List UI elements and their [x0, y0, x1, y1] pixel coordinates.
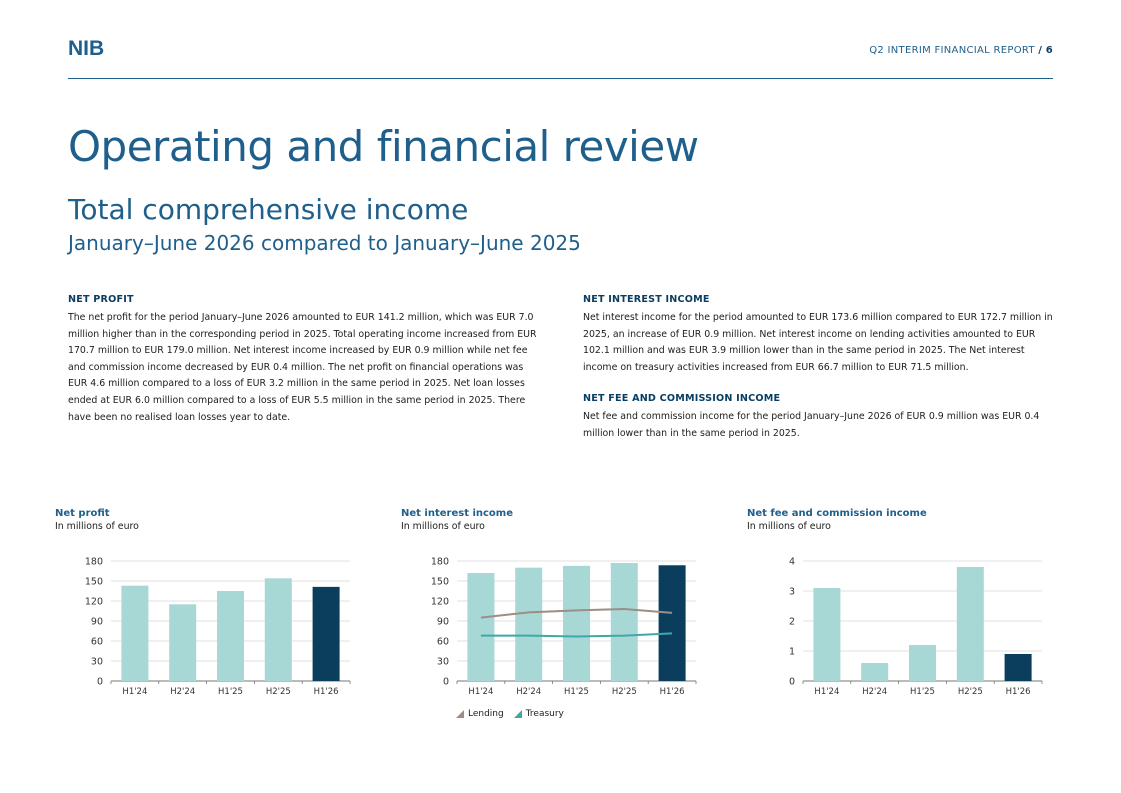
bar-H1'24	[813, 588, 841, 681]
y-tick-label: 120	[85, 597, 103, 608]
net-fee-commission-chart-svg: 0 1 2 3 4 H1'24 H2'24 H1'25 H2'25 H1'26	[789, 557, 1043, 697]
bar-H1'26	[1004, 654, 1032, 681]
x-tick-label: H1'25	[564, 687, 589, 697]
y-tick-label: 30	[91, 657, 103, 668]
chart-net-fee-commission: Net fee and commission income In million…	[747, 507, 1047, 737]
chart-subtitle: In millions of euro	[747, 521, 831, 532]
page-title: Operating and financial review	[68, 122, 699, 171]
net-profit-heading: NET PROFIT	[68, 294, 134, 305]
period-heading: January–June 2026 compared to January–Ju…	[68, 231, 581, 255]
chart-legend: Lending Treasury	[456, 709, 564, 719]
legend-swatch-treasury	[513, 710, 522, 718]
y-tick-label: 120	[431, 597, 449, 608]
bar-H1'24	[121, 585, 149, 681]
right-column: NET INTEREST INCOME Net interest income …	[583, 294, 1053, 460]
fee-text: Net fee and commission income for the pe…	[583, 411, 1040, 439]
bar-H1'26	[658, 565, 686, 681]
line-treasury	[480, 632, 673, 638]
nii-heading: NET INTEREST INCOME	[583, 294, 710, 305]
legend-item-lending: Lending	[456, 709, 504, 719]
bar-H1'24	[467, 573, 495, 681]
bar-H1'25	[909, 645, 936, 681]
x-tick-label: H1'25	[218, 687, 243, 697]
y-tick-label: 90	[91, 617, 103, 628]
x-tick-label: H1'24	[122, 687, 147, 697]
legend-label-lending: Lending	[468, 709, 504, 719]
page-subtitle: Total comprehensive income	[68, 193, 469, 226]
bar-H1'26	[312, 586, 340, 681]
bar-H2'24	[861, 663, 889, 681]
y-tick-label: 4	[789, 557, 795, 568]
chart-net-interest-income: Net interest income In millions of euro …	[401, 507, 701, 737]
y-tick-label: 180	[85, 557, 103, 568]
x-tick-label: H1'24	[814, 687, 839, 697]
y-tick-label: 30	[437, 657, 449, 668]
report-label: Q2 INTERIM FINANCIAL REPORT / 6	[869, 45, 1053, 56]
y-tick-label: 2	[789, 617, 795, 628]
bar-H2'24	[169, 604, 197, 681]
x-tick-label: H2'24	[170, 687, 195, 697]
x-tick-label: H1'26	[660, 687, 685, 697]
y-tick-label: 1	[789, 647, 795, 658]
bar-H2'24	[515, 567, 543, 681]
y-tick-label: 0	[789, 677, 795, 688]
y-tick-label: 180	[431, 557, 449, 568]
page-sep: /	[1038, 45, 1043, 56]
net-interest-income-chart-svg: 0 30 60 90 120 150 180 H1'24 H2'24 H1'25 H2'25 H1'2…	[431, 557, 697, 697]
chart-title: Net profit	[55, 508, 110, 519]
y-tick-label: 0	[443, 677, 449, 688]
bar-H2'25	[610, 563, 638, 681]
x-tick-label: H2'25	[266, 687, 291, 697]
y-tick-label: 90	[437, 617, 449, 628]
x-tick-label: H1'25	[910, 687, 935, 697]
bar-H2'25	[264, 578, 292, 681]
x-tick-label: H2'24	[862, 687, 887, 697]
x-tick-label: H2'25	[612, 687, 637, 697]
x-tick-label: H2'25	[958, 687, 983, 697]
fee-heading: NET FEE AND COMMISSION INCOME	[583, 393, 781, 405]
chart-subtitle: In millions of euro	[401, 521, 485, 532]
chart-subtitle: In millions of euro	[55, 521, 139, 532]
bar-H1'25	[217, 591, 244, 681]
x-tick-label: H2'24	[516, 687, 541, 697]
legend-item-treasury: Treasury	[513, 709, 564, 719]
y-tick-label: 150	[85, 577, 103, 588]
y-tick-label: 3	[789, 587, 795, 598]
legend-swatch-lending	[456, 710, 464, 718]
x-tick-label: H1'26	[1006, 687, 1031, 697]
bar-H1'25	[563, 565, 590, 681]
y-tick-label: 60	[91, 637, 103, 648]
y-tick-label: 150	[431, 577, 449, 588]
header-rule	[68, 78, 1053, 79]
left-column: NET PROFIT The net profit for the period…	[68, 294, 538, 443]
report-title: Q2 INTERIM FINANCIAL REPORT	[869, 45, 1035, 56]
net-profit-chart-svg: 0 30 60 90 120 150 180 H1'24 H2'24 H1'25 H2'25 H1'2…	[85, 557, 351, 697]
bar-H2'25	[956, 567, 984, 681]
legend-label-treasury: Treasury	[525, 709, 564, 719]
page-number: 6	[1045, 45, 1053, 56]
nii-text: Net interest income for the period amoun…	[583, 312, 1053, 373]
y-tick-label: 0	[97, 677, 103, 688]
chart-title: Net interest income	[401, 508, 513, 519]
x-tick-label: H1'24	[468, 687, 493, 697]
chart-net-profit: Net profit In millions of euro 0 30 60 90 12…	[55, 507, 355, 737]
net-profit-text: The net profit for the period January–Ju…	[68, 312, 537, 423]
chart-title: Net fee and commission income	[747, 508, 927, 519]
line-lending	[480, 607, 673, 619]
nib-logo: NIB	[68, 37, 104, 58]
y-tick-label: 60	[437, 637, 449, 648]
x-tick-label: H1'26	[314, 687, 339, 697]
nib-logo-text: NIB	[68, 37, 104, 58]
